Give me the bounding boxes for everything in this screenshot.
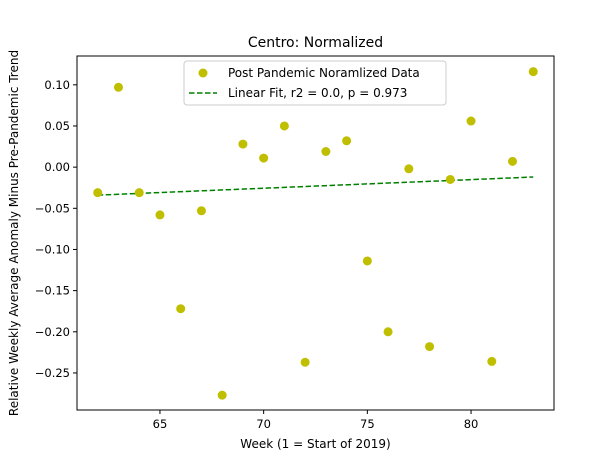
data-point bbox=[238, 139, 248, 149]
data-point bbox=[196, 206, 206, 216]
y-tick-label: −0.25 bbox=[35, 366, 70, 380]
data-point bbox=[321, 146, 331, 156]
data-point bbox=[300, 357, 310, 367]
data-point bbox=[362, 256, 372, 266]
data-marks bbox=[93, 67, 538, 400]
data-point bbox=[445, 174, 455, 184]
y-tick-label: −0.10 bbox=[35, 242, 70, 256]
y-tick-label: 0.05 bbox=[44, 119, 70, 133]
x-axis-ticks: 65 70 75 80 bbox=[153, 410, 479, 431]
fit-line bbox=[97, 176, 534, 196]
y-tick-label: −0.05 bbox=[35, 201, 70, 215]
data-point bbox=[93, 188, 103, 198]
x-tick-label: 70 bbox=[256, 417, 271, 431]
data-point bbox=[217, 390, 227, 400]
data-point bbox=[176, 304, 186, 314]
data-point bbox=[155, 210, 165, 220]
data-point bbox=[342, 136, 352, 146]
y-axis-ticks: 0.10 0.05 0.00 −0.05 −0.10 −0.15 −0.20 −0.25 bbox=[35, 78, 77, 380]
data-point bbox=[404, 164, 414, 174]
data-point bbox=[487, 356, 497, 366]
data-point bbox=[383, 327, 393, 337]
y-axis-title: Relative Weekly Average Anomaly Minus Pr… bbox=[7, 50, 21, 416]
legend: Post Pandemic Noramlized Data Linear Fit… bbox=[183, 60, 447, 106]
data-point bbox=[466, 116, 476, 126]
axes-frame bbox=[76, 55, 555, 411]
legend-box bbox=[183, 60, 447, 106]
legend-label-fit-line: Linear Fit, r2 = 0.0, p = 0.973 bbox=[228, 86, 407, 100]
y-tick-label: 0.10 bbox=[44, 78, 70, 92]
plot-area bbox=[77, 56, 554, 410]
data-point bbox=[259, 153, 269, 163]
legend-label-scatter: Post Pandemic Noramlized Data bbox=[228, 66, 420, 80]
y-tick-label: 0.00 bbox=[44, 160, 70, 174]
x-tick-label: 80 bbox=[464, 417, 479, 431]
data-point bbox=[134, 188, 144, 198]
legend-marker-scatter bbox=[198, 68, 208, 78]
data-point bbox=[508, 156, 518, 166]
data-point bbox=[425, 342, 435, 352]
x-axis-title: Week (1 = Start of 2019) bbox=[240, 437, 390, 451]
data-point bbox=[528, 67, 538, 77]
y-tick-label: −0.20 bbox=[35, 325, 70, 339]
x-tick-label: 65 bbox=[153, 417, 168, 431]
data-point bbox=[279, 121, 289, 131]
x-tick-label: 75 bbox=[360, 417, 375, 431]
chart-title: Centro: Normalized bbox=[248, 35, 383, 51]
data-point bbox=[113, 82, 123, 92]
y-tick-label: −0.15 bbox=[35, 284, 70, 298]
